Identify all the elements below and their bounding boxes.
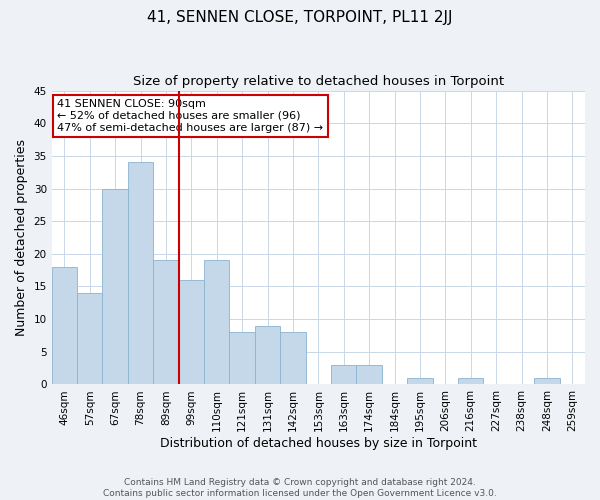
Bar xyxy=(255,326,280,384)
Bar xyxy=(407,378,433,384)
Title: Size of property relative to detached houses in Torpoint: Size of property relative to detached ho… xyxy=(133,75,504,88)
Bar xyxy=(458,378,484,384)
Bar xyxy=(280,332,305,384)
Bar xyxy=(128,162,153,384)
Bar xyxy=(179,280,204,384)
Text: 41, SENNEN CLOSE, TORPOINT, PL11 2JJ: 41, SENNEN CLOSE, TORPOINT, PL11 2JJ xyxy=(147,10,453,25)
Text: Contains HM Land Registry data © Crown copyright and database right 2024.
Contai: Contains HM Land Registry data © Crown c… xyxy=(103,478,497,498)
Bar xyxy=(534,378,560,384)
Text: 41 SENNEN CLOSE: 90sqm
← 52% of detached houses are smaller (96)
47% of semi-det: 41 SENNEN CLOSE: 90sqm ← 52% of detached… xyxy=(57,100,323,132)
X-axis label: Distribution of detached houses by size in Torpoint: Distribution of detached houses by size … xyxy=(160,437,477,450)
Bar xyxy=(153,260,179,384)
Y-axis label: Number of detached properties: Number of detached properties xyxy=(15,139,28,336)
Bar xyxy=(204,260,229,384)
Bar xyxy=(77,293,103,384)
Bar xyxy=(331,365,356,384)
Bar xyxy=(356,365,382,384)
Bar xyxy=(229,332,255,384)
Bar xyxy=(52,267,77,384)
Bar xyxy=(103,188,128,384)
